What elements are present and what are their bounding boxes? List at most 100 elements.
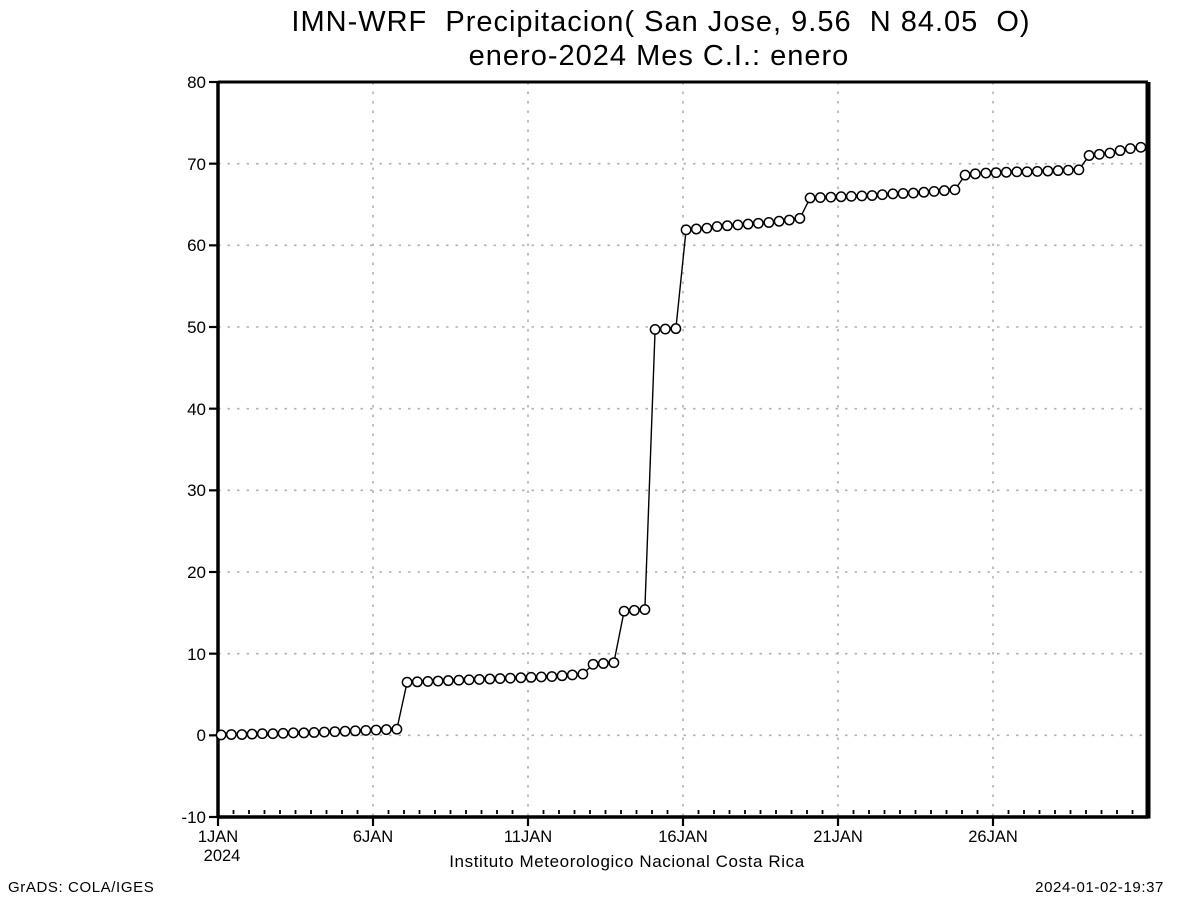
data-point-marker (432, 675, 444, 687)
data-point-marker (256, 728, 268, 740)
y-tick-label: -10 (181, 808, 206, 827)
grads-credit-text: GrADS: COLA/IGES (8, 879, 155, 896)
data-point-marker (608, 657, 620, 669)
data-point-marker (308, 727, 320, 738)
data-point-marker (825, 191, 837, 203)
data-point-marker (990, 167, 1002, 179)
data-point-marker (535, 671, 547, 683)
data-point-marker (577, 668, 589, 680)
data-point-marker (649, 324, 661, 335)
x-tick-label: 1JAN (197, 828, 239, 846)
data-point-marker (587, 658, 599, 670)
data-point-marker (794, 212, 806, 224)
creation-timestamp: 2024-01-02-19:37 (1035, 879, 1164, 896)
data-point-marker (1031, 165, 1043, 177)
x-axis-caption: Instituto Meteorologico Nacional Costa R… (449, 852, 805, 871)
data-point-marker (411, 676, 423, 688)
x-tick-label: 11JAN (503, 828, 553, 846)
data-point-marker (732, 219, 744, 231)
data-point-marker (556, 670, 568, 682)
data-point-marker (701, 222, 713, 234)
data-point-marker (628, 604, 640, 616)
data-point-marker (349, 725, 361, 737)
y-tick-label: 60 (187, 236, 206, 256)
chart-subtitle: enero-2024 Mes C.I.: enero (468, 40, 850, 72)
y-tick-label: 70 (187, 154, 206, 174)
data-point-marker (277, 727, 289, 739)
chart-title: IMN-WRF Precipitacion( San Jose, 9.56 N … (291, 6, 1031, 38)
data-point-marker (360, 724, 372, 736)
data-point-marker (835, 191, 847, 203)
data-point-marker (215, 729, 227, 741)
y-tick-label: 80 (187, 73, 206, 92)
data-point-marker (597, 658, 609, 669)
data-point-marker (856, 190, 868, 202)
data-point-marker (866, 190, 878, 201)
data-point-marker (1083, 150, 1095, 161)
y-tick-label: 30 (187, 481, 206, 501)
data-point-marker (1000, 166, 1012, 178)
data-point-marker (949, 184, 961, 196)
data-point-marker (1124, 143, 1136, 155)
y-tick-label: 40 (187, 399, 206, 419)
data-point-marker (1073, 164, 1085, 176)
data-point-marker (804, 192, 816, 204)
data-point-marker (969, 168, 981, 180)
data-point-marker (484, 673, 496, 685)
data-point-marker (897, 188, 909, 199)
data-point-marker (690, 223, 702, 235)
data-point-marker (752, 217, 764, 229)
data-point-marker (1104, 147, 1116, 159)
x-tick-label: 26JAN (968, 828, 1018, 846)
data-point-marker (928, 185, 940, 197)
data-point-marker (318, 726, 330, 738)
data-point-marker (1042, 165, 1054, 177)
data-point-marker (814, 192, 826, 204)
y-tick-label: 0 (196, 726, 206, 746)
data-point-marker (1062, 164, 1074, 176)
data-point-marker (546, 671, 558, 682)
data-point-marker (267, 728, 279, 740)
x-tick-year-label: 2024 (203, 847, 241, 865)
data-point-marker (845, 190, 857, 202)
data-point-marker (876, 189, 888, 201)
data-point-marker (783, 214, 795, 226)
data-point-marker (1052, 165, 1064, 177)
data-point-marker (339, 725, 351, 737)
data-point-marker (566, 669, 578, 681)
data-point-marker (938, 185, 950, 197)
data-point-marker (494, 673, 506, 685)
data-point-marker (463, 674, 475, 686)
data-point-marker (391, 723, 403, 735)
data-point-marker (918, 186, 930, 198)
data-point-marker (618, 605, 630, 617)
data-point-marker (721, 220, 733, 232)
data-point-marker (504, 672, 516, 684)
data-point-marker (246, 728, 258, 740)
data-point-marker (1011, 166, 1023, 178)
data-point-marker (473, 673, 485, 685)
x-tick-label: 6JAN (352, 828, 394, 846)
data-point-marker (659, 323, 671, 335)
data-point-marker (959, 169, 971, 181)
data-point-marker (287, 727, 299, 739)
data-point-marker (515, 672, 527, 684)
data-point-marker (401, 676, 413, 688)
data-point-marker (711, 221, 723, 233)
data-point-marker (1093, 148, 1105, 160)
data-point-marker (422, 675, 434, 687)
data-point-marker (380, 724, 392, 736)
data-point-marker (980, 167, 992, 179)
data-point-marker (639, 604, 651, 616)
data-point-marker (1114, 145, 1126, 157)
x-tick-label: 16JAN (658, 828, 708, 846)
data-point-marker (225, 729, 237, 740)
data-point-marker (370, 724, 382, 736)
data-point-marker (887, 188, 899, 200)
data-point-marker (329, 726, 341, 738)
data-point-marker (680, 224, 692, 236)
data-point-marker (773, 215, 785, 227)
data-point-marker (1021, 166, 1033, 178)
y-tick-label: 10 (187, 644, 206, 664)
